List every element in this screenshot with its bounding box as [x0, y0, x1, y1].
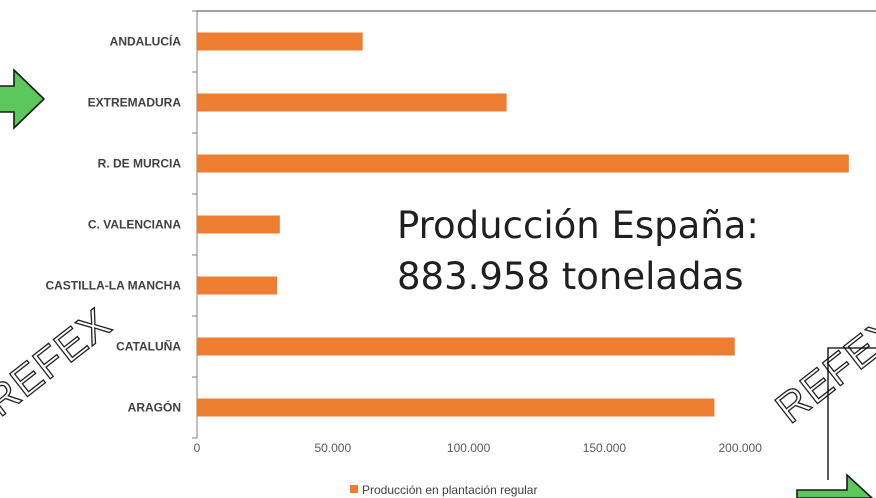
value-tick-label: 50.000	[314, 441, 351, 455]
bar	[197, 398, 715, 417]
bar	[197, 215, 280, 234]
value-tick-label: 100.000	[447, 441, 491, 455]
total-production-line1: Producción España:	[397, 204, 759, 247]
arrow-left-icon	[0, 68, 46, 130]
category-label: EXTREMADURA	[88, 96, 182, 110]
bar-series	[197, 32, 849, 417]
watermark-left: REFEX	[0, 299, 120, 425]
value-tick-label: 0	[194, 441, 201, 455]
value-tick-label: 150.000	[583, 441, 627, 455]
bar	[197, 337, 735, 356]
category-label: ARAGÓN	[128, 400, 181, 415]
category-label: CATALUÑA	[116, 339, 181, 354]
total-production-line2: 883.958 toneladas	[397, 255, 744, 298]
legend-swatch	[350, 485, 358, 493]
category-label: CASTILLA-LA MANCHA	[45, 279, 181, 293]
category-label: ANDALUCÍA	[110, 34, 182, 49]
callout-box-border	[827, 347, 876, 480]
category-labels: ANDALUCÍA EXTREMADURA R. DE MURCIA C. VALEN…	[45, 34, 181, 415]
value-axis-tick-labels: 0 50.000 100.000 150.000 200.000	[194, 441, 763, 455]
bar	[197, 154, 849, 173]
category-label: R. DE MURCIA	[98, 157, 182, 171]
arrow-bottom-icon	[796, 473, 874, 498]
category-axis-ticks	[192, 10, 197, 439]
category-label: C. VALENCIANA	[88, 218, 181, 232]
legend-label: Producción en plantación regular	[362, 483, 537, 497]
bar	[197, 93, 507, 112]
value-tick-label: 200.000	[719, 441, 763, 455]
bar	[197, 276, 278, 295]
watermark-right: REFEX	[767, 306, 876, 432]
bar	[197, 32, 363, 51]
